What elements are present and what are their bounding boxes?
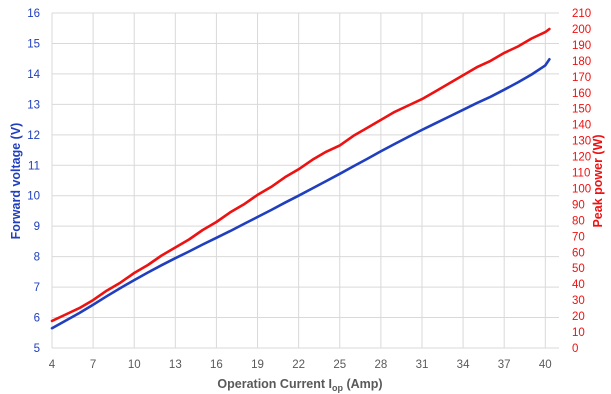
x-tick-label: 34 xyxy=(457,359,470,371)
x-axis-title: Operation Current Iop (Amp) xyxy=(217,377,382,393)
left-tick-label: 15 xyxy=(27,38,40,50)
right-tick-label: 90 xyxy=(572,199,585,211)
x-tick-label: 7 xyxy=(90,359,96,371)
x-tick-label: 31 xyxy=(416,359,429,371)
left-tick-label: 13 xyxy=(27,99,40,111)
right-tick-label: 150 xyxy=(572,104,591,116)
left-axis-ticks: 5 6 7 8 9 10 11 12 13 14 15 16 xyxy=(27,8,40,355)
right-tick-label: 70 xyxy=(572,231,585,243)
left-tick-label: 9 xyxy=(34,221,40,233)
right-tick-label: 200 xyxy=(572,24,591,36)
left-tick-label: 5 xyxy=(34,343,40,355)
left-tick-label: 8 xyxy=(34,252,40,264)
right-tick-label: 10 xyxy=(572,327,585,339)
right-tick-label: 0 xyxy=(572,343,578,355)
left-tick-label: 16 xyxy=(27,8,40,20)
left-tick-label: 10 xyxy=(27,191,40,203)
left-tick-label: 7 xyxy=(34,282,40,294)
right-tick-label: 30 xyxy=(572,295,585,307)
x-axis-title-main: Operation Current I xyxy=(217,377,332,391)
right-tick-label: 40 xyxy=(572,279,585,291)
x-tick-label: 10 xyxy=(128,359,141,371)
right-tick-label: 110 xyxy=(572,168,590,180)
x-axis-ticks: 4 7 10 13 16 19 22 25 28 31 34 37 40 xyxy=(49,359,552,371)
right-tick-label: 130 xyxy=(572,136,591,148)
left-tick-label: 6 xyxy=(34,313,40,325)
series-lines xyxy=(50,27,551,330)
left-tick-label: 11 xyxy=(28,160,40,172)
right-tick-label: 100 xyxy=(572,183,591,195)
x-tick-label: 4 xyxy=(49,359,56,371)
gridlines xyxy=(51,12,559,349)
right-tick-label: 50 xyxy=(572,263,585,275)
x-tick-label: 25 xyxy=(333,359,346,371)
x-tick-label: 13 xyxy=(169,359,182,371)
x-tick-label: 37 xyxy=(498,359,511,371)
right-tick-label: 160 xyxy=(572,88,591,100)
x-tick-label: 28 xyxy=(374,359,387,371)
left-tick-label: 14 xyxy=(27,69,40,81)
left-axis-title: Forward voltage (V) xyxy=(9,123,23,240)
x-axis-title-unit: (Amp) xyxy=(343,377,383,391)
left-tick-label: 12 xyxy=(27,130,40,142)
x-tick-label: 19 xyxy=(251,359,264,371)
peak-power-line xyxy=(50,27,551,323)
right-tick-label: 80 xyxy=(572,215,585,227)
x-axis-title-subscript: op xyxy=(332,383,343,393)
x-tick-label: 16 xyxy=(210,359,223,371)
right-tick-label: 20 xyxy=(572,311,585,323)
right-tick-label: 180 xyxy=(572,56,591,68)
right-tick-label: 170 xyxy=(572,72,591,84)
x-tick-label: 22 xyxy=(292,359,305,371)
right-axis-ticks: 0 10 20 30 40 50 60 70 80 90 100 110 120 130 140 150 160… xyxy=(572,8,591,355)
right-tick-label: 190 xyxy=(572,40,591,52)
right-axis-title: Peak power (W) xyxy=(591,134,605,227)
forward-voltage-line xyxy=(50,57,551,330)
right-tick-label: 140 xyxy=(572,120,591,132)
right-tick-label: 210 xyxy=(572,8,591,20)
right-tick-label: 120 xyxy=(572,152,591,164)
right-tick-label: 60 xyxy=(572,247,585,259)
x-tick-label: 40 xyxy=(539,359,552,371)
